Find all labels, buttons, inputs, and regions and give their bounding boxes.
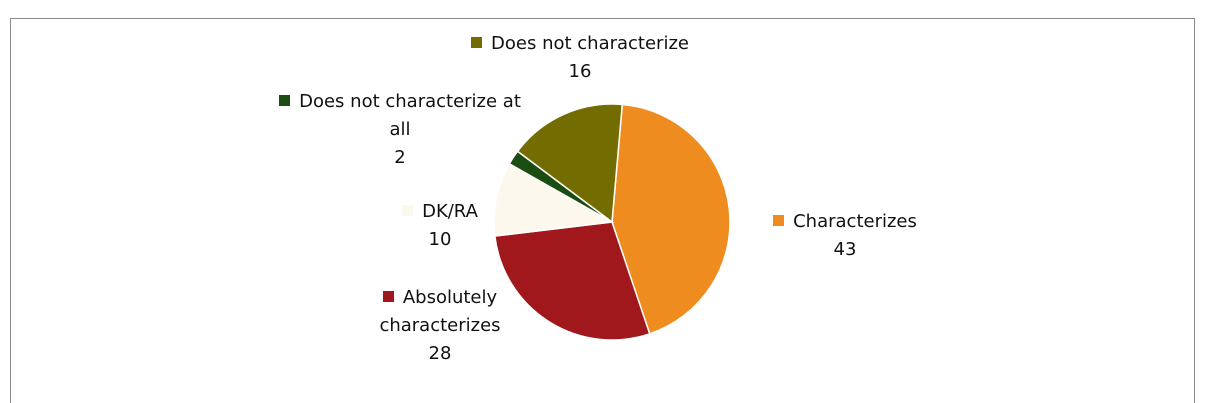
data-label: Absolutely characterizes 28 [345, 284, 535, 368]
label-name: Characterizes [745, 208, 945, 236]
pie-slice [611, 103, 731, 335]
data-label: DK/RA 10 [380, 198, 500, 254]
category-name: Does not characterize at all [299, 91, 521, 140]
category-name: Does not characterize [491, 33, 689, 54]
label-name: Absolutely characterizes [345, 284, 535, 340]
legend-swatch [773, 215, 785, 226]
value-label: 2 [394, 147, 406, 168]
pie-slice [493, 162, 615, 237]
legend-swatch [382, 291, 394, 302]
legend-swatch [279, 95, 291, 106]
category-name: Characterizes [793, 211, 917, 232]
data-label: Does not characterize 16 [440, 30, 720, 86]
pie-slice [494, 221, 651, 341]
category-name: DK/RA [422, 201, 478, 222]
pie-slice [516, 103, 624, 224]
label-name: Does not characterize at all [270, 88, 530, 144]
label-name: DK/RA [380, 198, 500, 226]
value-label: 28 [428, 343, 452, 364]
chart-frame [10, 18, 1195, 403]
data-label: Characterizes 43 [745, 208, 945, 264]
value-label: 16 [568, 61, 592, 82]
legend-swatch [402, 205, 414, 216]
label-name: Does not characterize [440, 30, 720, 58]
legend-swatch [471, 37, 483, 48]
value-label: 10 [428, 229, 452, 250]
data-label: Does not characterize at all 2 [270, 88, 530, 172]
value-label: 43 [833, 239, 857, 260]
category-name: Absolutely characterizes [379, 287, 501, 336]
